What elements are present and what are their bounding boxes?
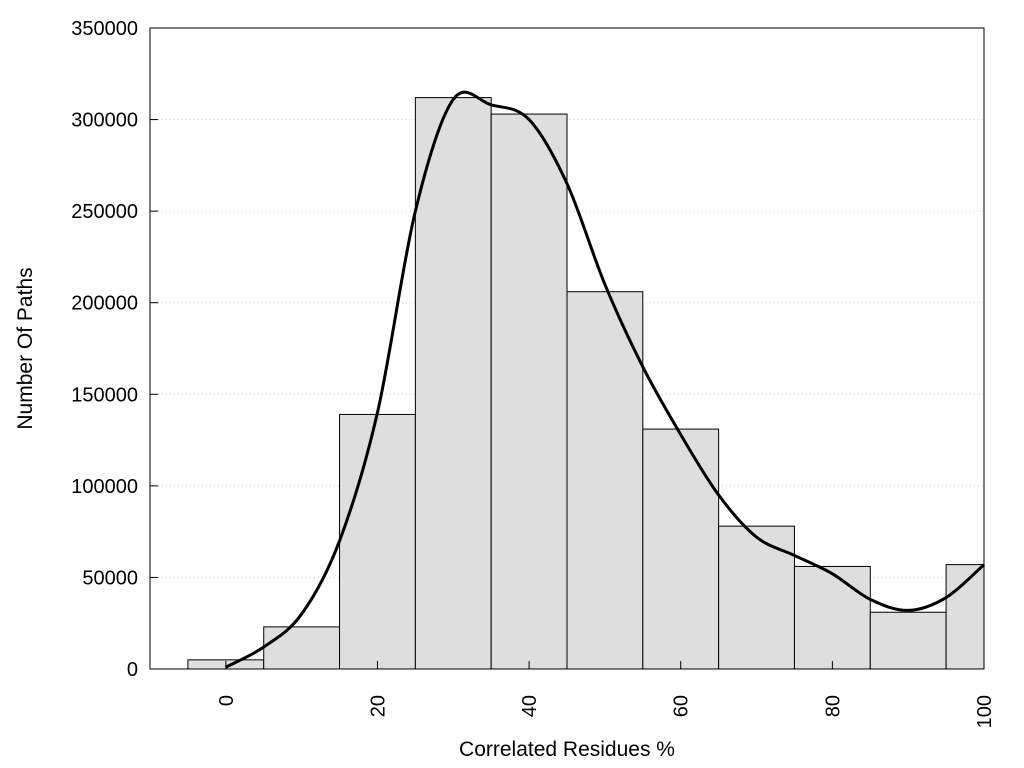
y-axis-ticks: 0 50000 100000 150000 200000 250000 300000 3500… bbox=[71, 18, 158, 681]
y-tick-label: 50000 bbox=[82, 567, 138, 589]
histogram-bar bbox=[490, 113, 568, 670]
histogram-bar bbox=[339, 413, 416, 670]
x-axis-ticks: 0 20 40 60 80 100 bbox=[216, 661, 996, 728]
x-tick-label: 60 bbox=[671, 695, 693, 717]
x-tick-label: 100 bbox=[974, 695, 996, 728]
bars bbox=[187, 97, 985, 670]
histogram-bar bbox=[263, 626, 341, 670]
x-tick-label: 80 bbox=[822, 695, 844, 717]
y-tick-label: 100000 bbox=[71, 476, 138, 498]
x-axis-title: Correlated Residues % bbox=[459, 738, 675, 761]
x-tick-label: 0 bbox=[216, 695, 238, 706]
y-tick-label: 150000 bbox=[71, 384, 138, 406]
histogram-bar bbox=[642, 428, 720, 670]
plot-frame bbox=[149, 27, 985, 670]
y-tick-label: 200000 bbox=[71, 293, 138, 315]
x-tick-label: 20 bbox=[367, 695, 389, 717]
y-tick-label: 250000 bbox=[71, 201, 138, 223]
histogram-bar bbox=[414, 97, 492, 670]
y-axis-title: Number Of Paths bbox=[14, 267, 37, 429]
y-tick-label: 350000 bbox=[71, 18, 138, 40]
histogram-bar bbox=[869, 611, 947, 670]
histogram-bar bbox=[793, 565, 871, 670]
histogram-bar bbox=[566, 291, 644, 670]
y-tick-label: 300000 bbox=[71, 110, 138, 132]
histogram-bar bbox=[945, 564, 985, 670]
density-curve bbox=[225, 90, 985, 669]
density-curve-group bbox=[225, 90, 985, 669]
x-tick-label: 40 bbox=[519, 695, 541, 717]
histogram-bar bbox=[718, 525, 795, 670]
y-tick-label: 0 bbox=[127, 659, 138, 681]
